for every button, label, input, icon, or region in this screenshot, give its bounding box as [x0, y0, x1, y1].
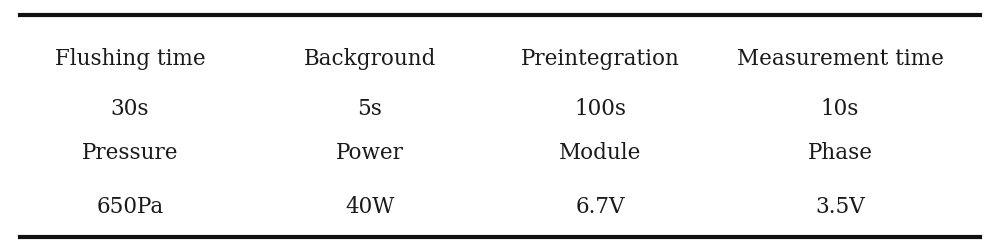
Text: Measurement time: Measurement time	[737, 48, 943, 70]
Text: Power: Power	[336, 142, 404, 164]
Text: 3.5V: 3.5V	[815, 196, 865, 219]
Text: Module: Module	[559, 142, 641, 164]
Text: 10s: 10s	[821, 98, 859, 120]
Text: Flushing time: Flushing time	[55, 48, 205, 70]
Text: 650Pa: 650Pa	[96, 196, 164, 219]
Text: Background: Background	[304, 48, 436, 70]
Text: Pressure: Pressure	[82, 142, 178, 164]
Text: 6.7V: 6.7V	[575, 196, 625, 219]
Text: 40W: 40W	[345, 196, 395, 219]
Text: 100s: 100s	[574, 98, 626, 120]
Text: Phase: Phase	[808, 142, 872, 164]
Text: 30s: 30s	[111, 98, 149, 120]
Text: 5s: 5s	[358, 98, 382, 120]
Text: Preintegration: Preintegration	[521, 48, 679, 70]
